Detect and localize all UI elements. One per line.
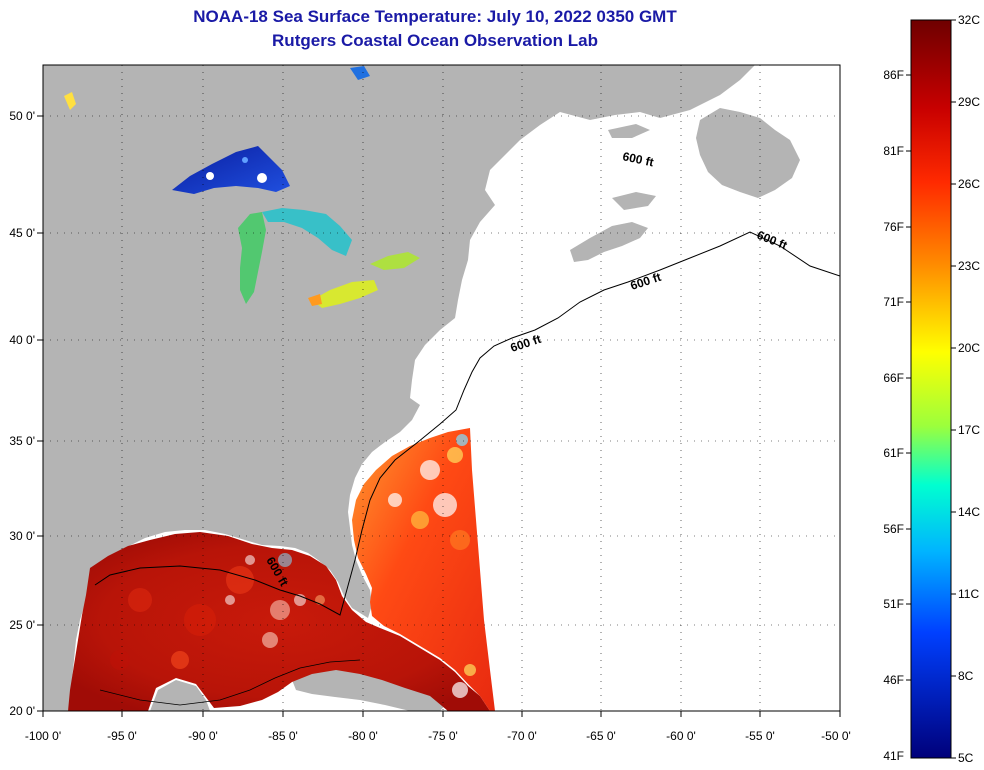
- land-anticosti: [608, 124, 650, 138]
- colorbar-fahrenheit-label: 76F: [883, 220, 904, 234]
- colorbar-fahrenheit-label: 56F: [883, 522, 904, 536]
- land-maritimes: [570, 222, 648, 262]
- lon-tick-label: -65 0': [586, 729, 616, 743]
- sst-atlantic: [352, 428, 495, 711]
- colorbar-celsius-label: 26C: [958, 177, 980, 191]
- sst-gulf-texture: [110, 553, 325, 670]
- colorbar-celsius-label: 11C: [958, 587, 979, 601]
- colorbar-fahrenheit-label: 71F: [883, 295, 904, 309]
- lat-tick-label: 50 0': [9, 109, 35, 123]
- colorbar-celsius-label: 20C: [958, 341, 980, 355]
- colorbar-fahrenheit-label: 61F: [883, 446, 904, 460]
- lake-ontario: [370, 252, 420, 270]
- colorbar-celsius-label: 32C: [958, 13, 980, 27]
- lat-tick-label: 20 0': [9, 704, 35, 718]
- lon-tick-label: -70 0': [507, 729, 537, 743]
- land-north-america: [43, 65, 755, 711]
- colorbar-celsius-label: 5C: [958, 751, 974, 765]
- colorbar-celsius-label: 8C: [958, 669, 974, 683]
- lon-tick-label: -60 0': [666, 729, 696, 743]
- land-newfoundland: [696, 108, 800, 198]
- colorbar-celsius-label: 29C: [958, 95, 980, 109]
- lake-nipigon: [64, 92, 76, 110]
- lake-huron: [262, 208, 352, 256]
- lat-tick-label: 25 0': [9, 618, 35, 632]
- grid-lines: [43, 65, 840, 711]
- lake-erie: [312, 280, 378, 308]
- lake-michigan: [238, 212, 266, 304]
- land-cuba: [292, 668, 448, 711]
- colorbar-fahrenheit-label: 86F: [883, 68, 904, 82]
- lat-tick-label: 40 0': [9, 333, 35, 347]
- colorbar-celsius-label: 23C: [958, 259, 980, 273]
- map-subtitle: Rutgers Coastal Ocean Observation Lab: [272, 31, 598, 50]
- colorbar-fahrenheit-label: 41F: [883, 749, 904, 763]
- sst-gulf-of-mexico: [68, 532, 490, 711]
- lon-tick-label: -50 0': [821, 729, 851, 743]
- colorbar: [910, 19, 952, 759]
- lon-tick-label: -100 0': [25, 729, 61, 743]
- lat-tick-label: 35 0': [9, 434, 35, 448]
- colorbar-ticks: [906, 19, 956, 759]
- lon-tick-label: -90 0': [188, 729, 218, 743]
- sst-atlantic-texture: [388, 434, 476, 698]
- colorbar-celsius-label: 17C: [958, 423, 980, 437]
- map-title: NOAA-18 Sea Surface Temperature: July 10…: [193, 7, 677, 26]
- map-frame: [42, 64, 841, 712]
- colorbar-fahrenheit-label: 81F: [883, 144, 904, 158]
- colorbar-celsius-label: 14C: [958, 505, 980, 519]
- lon-tick-label: -75 0': [428, 729, 458, 743]
- contour-label: 600 ft: [621, 149, 655, 169]
- lon-tick-label: -80 0': [348, 729, 378, 743]
- lake-superior-texture: [206, 157, 267, 183]
- colorbar-fahrenheit-label: 51F: [883, 597, 904, 611]
- land-pei: [612, 192, 656, 210]
- lon-tick-label: -95 0': [107, 729, 137, 743]
- depth-contour-gulf: [99, 659, 361, 706]
- depth-contour-east: [94, 231, 840, 616]
- lake-erie-warm: [308, 294, 322, 306]
- lat-tick-label: 45 0': [9, 226, 35, 240]
- axis-tick-marks: [37, 115, 841, 717]
- lon-tick-label: -55 0': [745, 729, 775, 743]
- lake-north: [350, 66, 370, 80]
- colorbar-fahrenheit-label: 46F: [883, 673, 904, 687]
- colorbar-fahrenheit-label: 66F: [883, 371, 904, 385]
- lat-tick-label: 30 0': [9, 529, 35, 543]
- lon-tick-label: -85 0': [268, 729, 298, 743]
